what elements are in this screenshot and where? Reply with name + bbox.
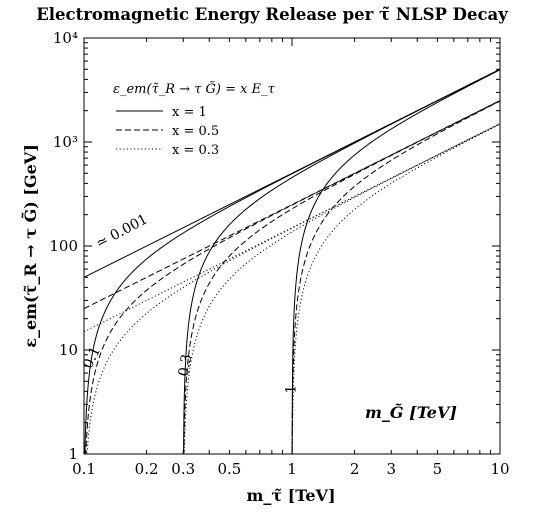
curve-series bbox=[183, 68, 501, 455]
curves bbox=[83, 68, 501, 455]
y-tick-label: 1 bbox=[68, 445, 78, 463]
x-tick-label: 1 bbox=[287, 460, 297, 478]
gravitino-mass-annotation: m_G̃ [TeV] bbox=[365, 403, 457, 422]
legend-label: x = 1 bbox=[172, 105, 207, 120]
x-tick-label: 0.1 bbox=[72, 460, 96, 478]
curve-label: 1 bbox=[284, 385, 300, 394]
curve-series bbox=[291, 69, 501, 455]
curve-label: 0.3 bbox=[176, 353, 196, 378]
legend-label: x = 0.5 bbox=[172, 124, 219, 139]
x-axis-label: m_τ̃ [TeV] bbox=[246, 486, 335, 505]
legend-label: x = 0.3 bbox=[172, 143, 219, 158]
y-tick-label: 100 bbox=[49, 237, 78, 255]
legend-header: ε_em(τ̃_R → τ G̃) = x E_τ bbox=[113, 81, 276, 97]
chart-title: Electromagnetic Energy Release per τ̃ NL… bbox=[36, 5, 508, 24]
curve-series bbox=[84, 123, 501, 455]
x-tick-label: 3 bbox=[386, 460, 396, 478]
x-tick-label: 5 bbox=[433, 460, 443, 478]
tick-labels: 0.1 0.2 0.3 0.5 1 2 3 5 10 1 10 100 10³ 10⁴ bbox=[49, 29, 509, 478]
x-tick-label: 0.2 bbox=[135, 460, 159, 478]
curve-label: ≃ 0.001 bbox=[93, 211, 150, 252]
curve-series bbox=[183, 100, 501, 455]
x-tick-label: 10 bbox=[490, 460, 509, 478]
axis-ticks bbox=[83, 38, 501, 455]
x-tick-label: 2 bbox=[350, 460, 360, 478]
y-tick-label: 10⁴ bbox=[53, 29, 78, 47]
y-axis-label: ε_em(τ̃_R → τ G̃) [GeV] bbox=[21, 144, 40, 348]
y-tick-label: 10³ bbox=[53, 133, 78, 151]
legend: ε_em(τ̃_R → τ G̃) = x E_τ x = 1 x = 0.5 x … bbox=[113, 81, 276, 158]
x-tick-label: 0.5 bbox=[217, 460, 241, 478]
x-tick-label: 0.3 bbox=[171, 460, 195, 478]
y-tick-label: 10 bbox=[59, 341, 78, 359]
curve-series bbox=[291, 100, 501, 455]
